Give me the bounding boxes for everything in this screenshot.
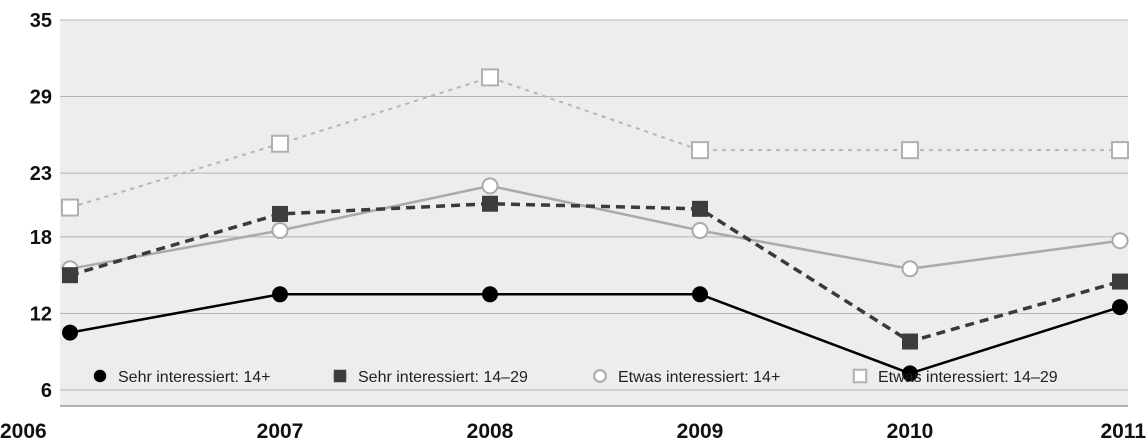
data-point xyxy=(1112,299,1128,316)
series-1 xyxy=(62,286,1128,382)
series-line xyxy=(69,184,1121,271)
legend-label: Etwas interessiert: 14–29 xyxy=(878,369,1058,386)
data-point xyxy=(271,222,289,240)
data-point xyxy=(272,286,288,303)
plot-area xyxy=(60,20,1128,406)
data-point xyxy=(593,369,607,383)
series-line xyxy=(69,293,1121,375)
x-tick-label: 2007 xyxy=(257,420,304,443)
series-4 xyxy=(61,68,1129,217)
x-tick-label: 2008 xyxy=(467,420,514,443)
data-point xyxy=(692,286,708,303)
data-point xyxy=(271,134,289,153)
legend-label: Sehr interessiert: 14+ xyxy=(118,369,271,386)
data-point xyxy=(62,267,78,284)
legend-item: Sehr interessiert: 14+ xyxy=(93,369,271,386)
y-tick-label: 6 xyxy=(41,380,52,402)
y-tick-label: 18 xyxy=(30,227,52,249)
y-tick-label: 23 xyxy=(30,163,52,185)
data-point xyxy=(691,222,709,240)
data-point xyxy=(901,141,919,160)
series-2 xyxy=(62,195,1128,350)
data-point xyxy=(902,333,918,350)
y-tick-label: 12 xyxy=(30,303,52,325)
data-point xyxy=(481,68,499,87)
data-point xyxy=(902,365,918,382)
y-tick-label: 35 xyxy=(30,10,52,32)
legend-item: Sehr interessiert: 14–29 xyxy=(333,369,528,386)
data-point xyxy=(482,195,498,212)
data-point xyxy=(691,141,709,160)
data-point xyxy=(1111,141,1129,160)
data-point xyxy=(481,177,499,195)
data-point xyxy=(93,369,107,383)
data-point xyxy=(1111,232,1129,250)
legend-label: Etwas interessiert: 14+ xyxy=(618,369,780,386)
x-tick-label: 2011 xyxy=(1100,420,1146,443)
legend-label: Sehr interessiert: 14–29 xyxy=(358,369,528,386)
x-tick-label: 2009 xyxy=(677,420,724,443)
data-point xyxy=(482,286,498,303)
x-tick-label: 2010 xyxy=(887,420,934,443)
y-axis-ticks: 35 29 23 18 12 6 xyxy=(30,10,52,402)
x-axis-ticks: 2006 2007 2008 2009 2010 2011 xyxy=(0,420,1146,443)
data-point xyxy=(901,260,919,278)
series-line xyxy=(69,76,1120,209)
data-point xyxy=(333,369,347,383)
data-point xyxy=(692,200,708,217)
grid-lines xyxy=(60,19,1128,407)
data-point xyxy=(852,368,868,384)
series-line xyxy=(69,201,1121,344)
data-point xyxy=(272,205,288,222)
legend-item: Etwas interessiert: 14+ xyxy=(593,369,780,386)
legend: Sehr interessiert: 14+ Sehr interessiert:… xyxy=(93,368,1058,386)
y-tick-label: 29 xyxy=(30,87,52,109)
data-point xyxy=(1112,273,1128,290)
data-point xyxy=(61,198,79,217)
series-group xyxy=(61,68,1129,382)
data-point xyxy=(62,324,78,341)
x-tick-label: 2006 xyxy=(0,420,47,443)
legend-item: Etwas interessiert: 14–29 xyxy=(852,368,1058,386)
